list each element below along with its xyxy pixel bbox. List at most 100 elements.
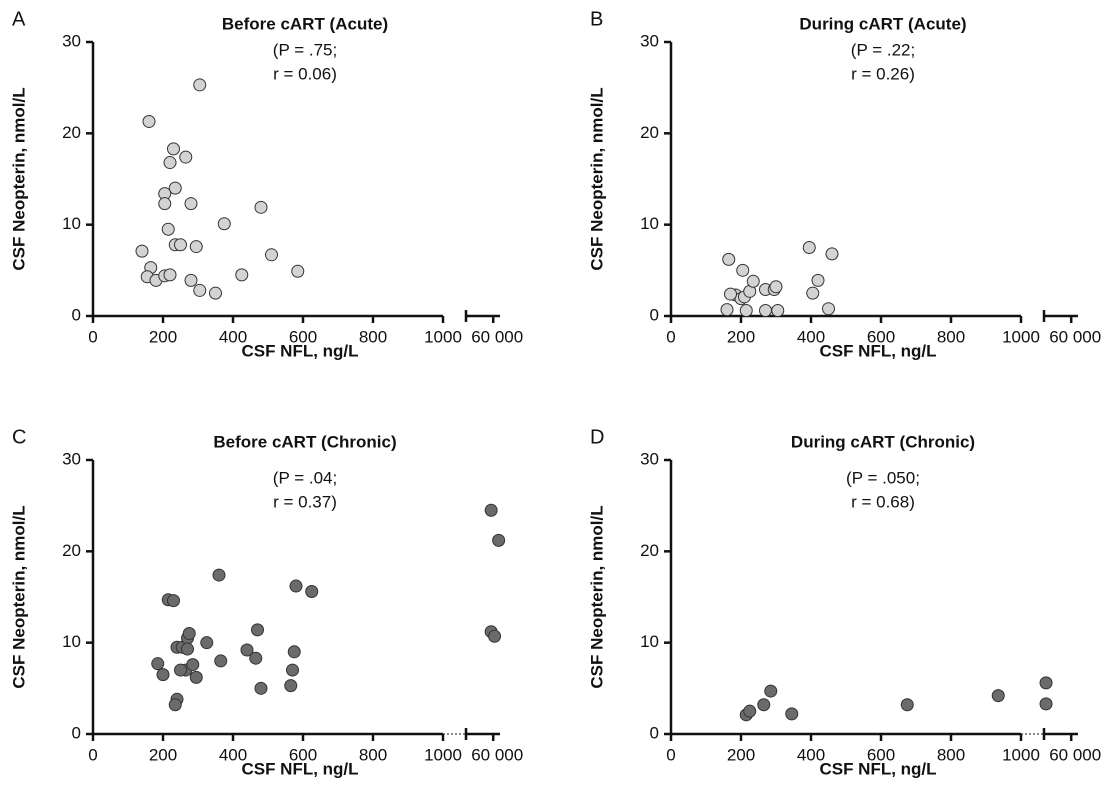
y-tick-label: 0 bbox=[650, 723, 659, 742]
x-tick-label: 60 000 bbox=[1049, 745, 1101, 764]
point bbox=[289, 579, 303, 593]
point bbox=[743, 704, 757, 718]
point bbox=[189, 240, 203, 254]
point bbox=[240, 643, 254, 657]
x-tick-label: 800 bbox=[937, 745, 965, 764]
panel-label: D bbox=[590, 426, 604, 448]
point bbox=[724, 287, 737, 301]
y-tick-label: 30 bbox=[62, 449, 81, 468]
y-tick-label: 0 bbox=[650, 305, 659, 324]
x-tick-label: 0 bbox=[666, 327, 675, 346]
x-tick-label: 800 bbox=[359, 745, 387, 764]
y-tick-label: 30 bbox=[640, 31, 659, 50]
point bbox=[161, 222, 175, 236]
x-tick-label: 0 bbox=[88, 327, 97, 346]
y-axis-label: CSF Neopterin, nmol/L bbox=[9, 505, 28, 688]
x-tick-label: 200 bbox=[727, 327, 755, 346]
point bbox=[492, 533, 506, 547]
point bbox=[212, 568, 226, 582]
point bbox=[251, 623, 264, 637]
y-tick-label: 10 bbox=[62, 632, 81, 651]
x-tick-label: 800 bbox=[359, 327, 387, 346]
annotation: (P = .22; bbox=[851, 40, 915, 59]
point bbox=[189, 670, 203, 684]
annotation: (P = .75; bbox=[273, 40, 337, 59]
panel-label: C bbox=[12, 426, 26, 448]
point bbox=[254, 200, 268, 214]
point bbox=[181, 642, 194, 656]
point bbox=[182, 627, 196, 641]
point bbox=[168, 181, 182, 195]
point bbox=[739, 304, 753, 318]
point bbox=[156, 668, 170, 682]
point bbox=[722, 252, 736, 266]
point bbox=[1039, 676, 1053, 690]
x-tick-label: 0 bbox=[88, 745, 97, 764]
y-tick-label: 20 bbox=[640, 541, 659, 560]
point bbox=[286, 663, 299, 677]
point bbox=[291, 264, 305, 278]
point bbox=[900, 698, 914, 712]
annotation: r = 0.68) bbox=[851, 492, 915, 511]
x-tick-label: 400 bbox=[219, 327, 247, 346]
point bbox=[167, 594, 180, 608]
point bbox=[254, 681, 268, 695]
point bbox=[746, 274, 760, 288]
point bbox=[163, 268, 177, 282]
point bbox=[135, 244, 149, 258]
x-tick-label: 1000 bbox=[424, 745, 462, 764]
y-tick-label: 0 bbox=[72, 723, 81, 742]
y-tick-label: 10 bbox=[640, 632, 659, 651]
y-tick-label: 10 bbox=[62, 214, 81, 233]
point bbox=[825, 247, 839, 261]
y-tick-label: 30 bbox=[62, 31, 81, 50]
point bbox=[1039, 697, 1053, 711]
point bbox=[769, 280, 783, 294]
point bbox=[811, 273, 825, 287]
y-axis-label: CSF Neopterin, nmol/L bbox=[9, 87, 28, 270]
point bbox=[284, 679, 298, 693]
point bbox=[142, 114, 156, 128]
point bbox=[235, 268, 249, 282]
y-tick-label: 10 bbox=[640, 214, 659, 233]
point bbox=[757, 698, 771, 712]
point bbox=[174, 238, 187, 252]
panel-title: Before cART (Acute) bbox=[222, 14, 388, 33]
point bbox=[167, 142, 180, 156]
point bbox=[265, 248, 278, 262]
panel-label: B bbox=[590, 8, 603, 30]
x-axis-label: CSF NFL, ng/L bbox=[241, 759, 358, 778]
point bbox=[305, 585, 319, 599]
x-tick-label: 0 bbox=[666, 745, 675, 764]
point bbox=[158, 197, 172, 211]
x-tick-label: 200 bbox=[727, 745, 755, 764]
point bbox=[759, 304, 772, 318]
y-tick-label: 20 bbox=[640, 123, 659, 142]
y-tick-label: 30 bbox=[640, 449, 659, 468]
x-tick-label: 400 bbox=[219, 745, 247, 764]
x-tick-label: 600 bbox=[289, 745, 317, 764]
panel-title: During cART (Chronic) bbox=[791, 432, 975, 451]
panel-label: A bbox=[12, 8, 26, 30]
point bbox=[200, 636, 214, 650]
annotation: r = 0.26) bbox=[851, 64, 915, 83]
x-tick-label: 600 bbox=[867, 745, 895, 764]
x-tick-label: 400 bbox=[797, 745, 825, 764]
point bbox=[736, 263, 750, 277]
point bbox=[151, 657, 165, 671]
point bbox=[184, 197, 198, 211]
point bbox=[785, 707, 799, 721]
x-axis-label: CSF NFL, ng/L bbox=[819, 341, 936, 360]
point bbox=[163, 156, 177, 170]
x-tick-label: 600 bbox=[289, 327, 317, 346]
point bbox=[764, 684, 778, 698]
point bbox=[249, 651, 263, 665]
x-tick-label: 1000 bbox=[424, 327, 462, 346]
x-tick-label: 60 000 bbox=[471, 745, 523, 764]
y-axis-label: CSF Neopterin, nmol/L bbox=[587, 505, 606, 688]
point bbox=[186, 658, 200, 672]
point bbox=[991, 689, 1005, 703]
x-tick-label: 1000 bbox=[1002, 745, 1040, 764]
panel-title: During cART (Acute) bbox=[799, 14, 966, 33]
